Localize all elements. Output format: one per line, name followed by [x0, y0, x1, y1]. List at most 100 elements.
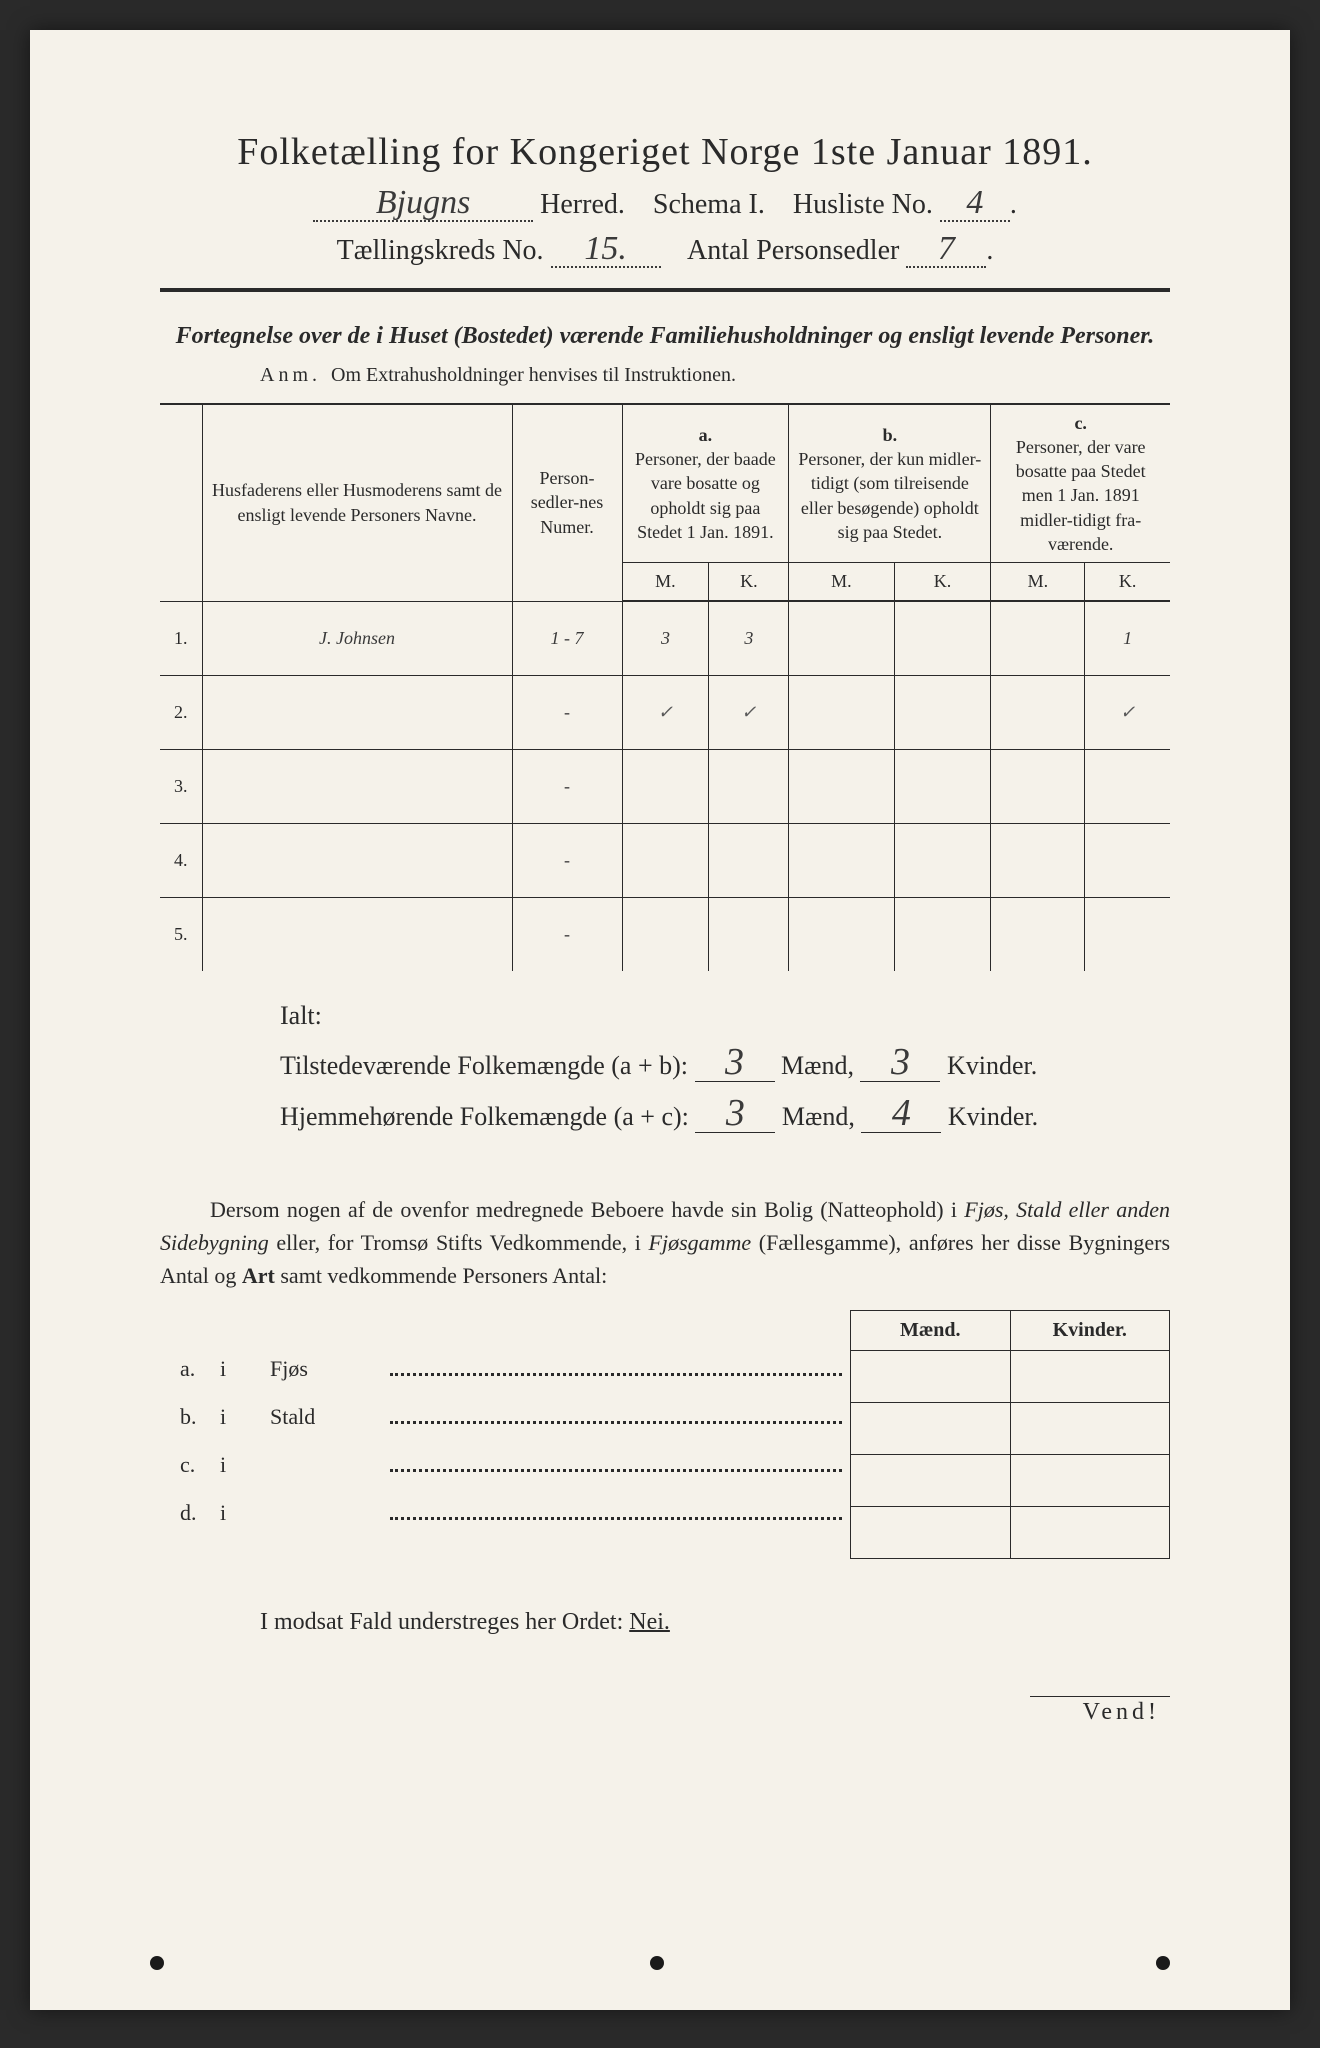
- vend-label: Vend!: [1030, 1696, 1170, 1726]
- header-line-1: Bjugns Herred. Schema I. Husliste No. 4.: [160, 186, 1170, 222]
- abcd-word: Stald: [270, 1404, 390, 1430]
- table-row: 3.-: [160, 749, 1170, 823]
- c-k-cell: [1085, 897, 1170, 971]
- anm-label: Anm.: [260, 364, 321, 386]
- punch-hole-icon: [650, 1956, 664, 1970]
- group-a-header: a. Personer, der baade vare bosatte og o…: [622, 404, 789, 563]
- abcd-line: d.i: [160, 1498, 850, 1526]
- col-numer-header: Person-sedler-nes Numer.: [512, 404, 622, 602]
- mk-table-wrap: Mænd. Kvinder.: [850, 1310, 1170, 1559]
- a-m-cell: [622, 823, 709, 897]
- abcd-line: b.iStald: [160, 1402, 850, 1430]
- page-title: Folketælling for Kongeriget Norge 1ste J…: [160, 130, 1170, 174]
- dotted-line: [390, 1450, 842, 1472]
- abcd-label: a.: [160, 1356, 220, 1382]
- c-m-cell: [991, 675, 1085, 749]
- header-line-2: Tællingskreds No. 15. Antal Personsedler…: [160, 232, 1170, 268]
- c-m-cell: [991, 601, 1085, 675]
- a-k-cell: [709, 897, 789, 971]
- abcd-i: i: [220, 1452, 270, 1478]
- antal-label: Antal Personsedler: [687, 235, 899, 266]
- anm-text: Om Extrahusholdninger henvises til Instr…: [331, 364, 736, 386]
- col-b-k: K.: [894, 563, 991, 600]
- ialt-line-1: Tilstedeværende Folkemængde (a + b): 3 M…: [280, 1045, 1170, 1082]
- col-c-m: M.: [991, 563, 1085, 600]
- mk-maend: Mænd.: [851, 1311, 1011, 1351]
- col-a-k: K.: [709, 563, 789, 600]
- a-m-cell: [622, 749, 709, 823]
- a-k-cell: [709, 823, 789, 897]
- abcd-label: b.: [160, 1404, 220, 1430]
- c-k-cell: 1: [1085, 601, 1170, 675]
- paragraph: Dersom nogen af de ovenfor medregnede Be…: [160, 1193, 1170, 1292]
- b-m-cell: [789, 601, 894, 675]
- b-k-cell: [894, 675, 991, 749]
- row-number: 5.: [160, 897, 202, 971]
- a-k-cell: 3: [709, 601, 789, 675]
- table-row: 2.-✓✓✓: [160, 675, 1170, 749]
- nei-word: Nei.: [629, 1609, 670, 1635]
- row-number: 4.: [160, 823, 202, 897]
- herred-label: Herred.: [540, 189, 625, 220]
- husliste-field: 4: [940, 186, 1010, 222]
- ialt-label: Ialt:: [280, 1001, 1170, 1031]
- ialt-line-2: Hjemmehørende Folkemængde (a + c): 3 Mæn…: [280, 1096, 1170, 1133]
- c-m-cell: [991, 749, 1085, 823]
- mk-table: Mænd. Kvinder.: [850, 1310, 1170, 1559]
- mk-kvinder: Kvinder.: [1010, 1311, 1170, 1351]
- group-c-header: c. Personer, der vare bosatte paa Stedet…: [991, 404, 1170, 563]
- a-k-cell: ✓: [709, 675, 789, 749]
- abcd-i: i: [220, 1356, 270, 1382]
- numer-cell: -: [512, 897, 622, 971]
- col-a-m: M.: [622, 563, 709, 600]
- c-k-cell: ✓: [1085, 675, 1170, 749]
- numer-cell: -: [512, 823, 622, 897]
- kreds-field: 15.: [551, 232, 661, 268]
- row-number: 1.: [160, 601, 202, 675]
- b-k-cell: [894, 897, 991, 971]
- husliste-label: Husliste No.: [793, 189, 933, 220]
- col-name-header: Husfaderens eller Husmoderens samt de en…: [202, 404, 512, 602]
- col-b-m: M.: [789, 563, 894, 600]
- numer-cell: -: [512, 675, 622, 749]
- abcd-line: c.i: [160, 1450, 850, 1478]
- census-table: Husfaderens eller Husmoderens samt de en…: [160, 403, 1170, 972]
- antal-field: 7: [906, 232, 986, 268]
- a-m-cell: ✓: [622, 675, 709, 749]
- c-m-cell: [991, 897, 1085, 971]
- numer-cell: -: [512, 749, 622, 823]
- side-block: a.iFjøsb.iStaldc.id.i Mænd. Kvinder.: [160, 1310, 1170, 1559]
- b-k-cell: [894, 749, 991, 823]
- ialt-block: Ialt: Tilstedeværende Folkemængde (a + b…: [280, 1001, 1170, 1133]
- c-k-cell: [1085, 823, 1170, 897]
- divider: [160, 288, 1170, 292]
- a-k-cell: [709, 749, 789, 823]
- abcd-label: d.: [160, 1500, 220, 1526]
- name-cell: [202, 823, 512, 897]
- abcd-line: a.iFjøs: [160, 1354, 850, 1382]
- group-b-header: b. Personer, der kun midler-tidigt (som …: [789, 404, 991, 563]
- b-k-cell: [894, 601, 991, 675]
- schema-label: Schema I.: [653, 189, 765, 220]
- c-k-cell: [1085, 749, 1170, 823]
- name-cell: [202, 675, 512, 749]
- dotted-line: [390, 1354, 842, 1376]
- anm-line: Anm. Om Extrahusholdninger henvises til …: [260, 364, 1170, 387]
- row-number: 2.: [160, 675, 202, 749]
- a-m-cell: [622, 897, 709, 971]
- b-m-cell: [789, 897, 894, 971]
- herred-field: Bjugns: [313, 186, 533, 222]
- numer-cell: 1 - 7: [512, 601, 622, 675]
- name-cell: J. Johnsen: [202, 601, 512, 675]
- abcd-word: Fjøs: [270, 1356, 390, 1382]
- abcd-i: i: [220, 1404, 270, 1430]
- name-cell: [202, 749, 512, 823]
- b-k-cell: [894, 823, 991, 897]
- table-row: 4. -: [160, 823, 1170, 897]
- abcd-list: a.iFjøsb.iStaldc.id.i: [160, 1310, 850, 1559]
- nei-line: I modsat Fald understreges her Ordet: Ne…: [160, 1609, 1170, 1636]
- c-m-cell: [991, 823, 1085, 897]
- abcd-label: c.: [160, 1452, 220, 1478]
- table-row: 5. -: [160, 897, 1170, 971]
- a-m-cell: 3: [622, 601, 709, 675]
